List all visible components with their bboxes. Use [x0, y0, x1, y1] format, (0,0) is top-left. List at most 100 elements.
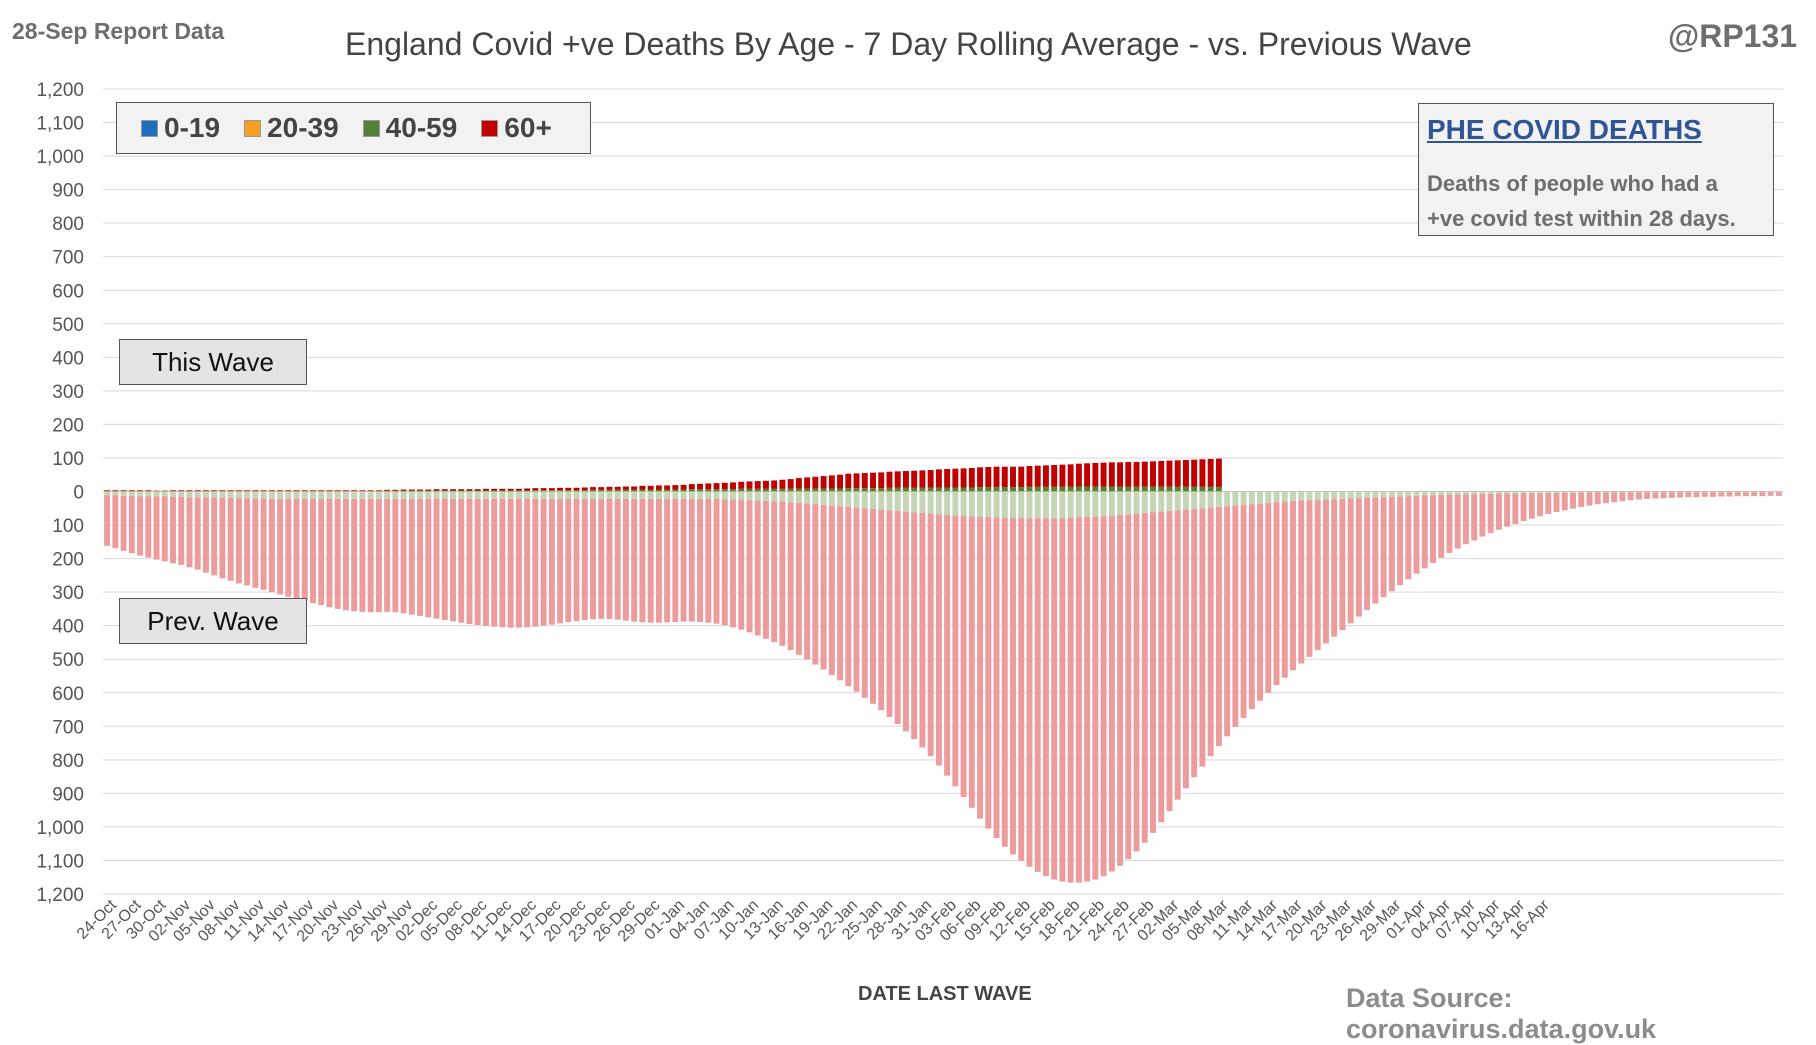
bar-prev-60-plus — [1611, 493, 1617, 503]
bar-prev-60-plus — [1076, 517, 1082, 882]
bar-prev-60-plus — [1109, 516, 1115, 872]
bar-prev-40-59 — [541, 492, 547, 499]
bar-prev-60-plus — [812, 504, 818, 664]
bar-prev-60-plus — [1010, 518, 1016, 854]
bar-40-59 — [1134, 487, 1140, 491]
bar-prev-40-59 — [401, 492, 407, 499]
bar-prev-40-59 — [969, 492, 975, 517]
bar-prev-60-plus — [162, 497, 168, 562]
bar-prev-60-plus — [1356, 498, 1362, 616]
bar-40-59 — [1208, 487, 1214, 491]
bar-prev-40-59 — [129, 492, 135, 496]
y-tick-label: 800 — [52, 214, 84, 235]
bar-prev-60-plus — [788, 502, 794, 650]
bar-prev-60-plus — [1595, 493, 1601, 505]
bar-prev-40-59 — [499, 492, 505, 499]
bar-60-plus — [994, 467, 1000, 487]
bar-prev-40-59 — [1455, 492, 1461, 495]
bar-prev-60-plus — [928, 514, 934, 757]
bar-40-59 — [895, 488, 901, 491]
bar-60-plus — [1150, 461, 1156, 486]
bar-40-59 — [738, 489, 744, 491]
bar-60-plus — [755, 481, 761, 489]
bar-prev-40-59 — [1167, 492, 1173, 511]
bar-60-plus — [1117, 462, 1123, 486]
y-tick-label: 0 — [73, 483, 84, 504]
bar-prev-40-59 — [532, 492, 538, 499]
bar-60-plus — [1134, 462, 1140, 487]
y-tick-label: 600 — [52, 684, 84, 705]
bar-prev-40-59 — [1150, 492, 1156, 513]
legend-item-0-19: 0-19 — [141, 112, 220, 144]
bar-prev-40-59 — [928, 492, 934, 514]
bar-prev-60-plus — [1117, 515, 1123, 866]
bar-prev-40-59 — [178, 492, 184, 497]
bar-prev-60-plus — [911, 512, 917, 739]
bar-prev-40-59 — [450, 492, 456, 499]
bar-prev-60-plus — [1694, 492, 1700, 497]
bar-prev-40-59 — [821, 492, 827, 505]
bar-60-plus — [862, 473, 868, 488]
bar-60-plus — [302, 490, 308, 491]
bar-40-59 — [1035, 487, 1041, 491]
bar-prev-40-59 — [1175, 492, 1181, 511]
bar-prev-60-plus — [178, 497, 184, 565]
bar-40-59 — [401, 490, 407, 491]
bar-prev-40-59 — [154, 492, 160, 497]
bar-prev-40-59 — [1208, 492, 1214, 508]
bar-prev-40-59 — [1389, 492, 1395, 497]
bar-40-59 — [425, 490, 431, 491]
bar-prev-40-59 — [1249, 492, 1255, 505]
bar-60-plus — [870, 473, 876, 488]
bar-prev-40-59 — [854, 492, 860, 508]
bar-40-59 — [1010, 487, 1016, 491]
bar-prev-40-59 — [631, 492, 637, 499]
bar-prev-60-plus — [631, 499, 637, 622]
bar-60-plus — [574, 488, 580, 490]
bar-prev-60-plus — [689, 499, 695, 622]
bar-prev-40-59 — [779, 492, 785, 502]
bar-prev-60-plus — [985, 517, 991, 829]
bar-prev-60-plus — [203, 498, 209, 573]
y-tick-label: 1,200 — [36, 80, 84, 101]
bar-prev-40-59 — [162, 492, 168, 497]
legend-label-0-19: 0-19 — [164, 112, 220, 144]
bar-60-plus — [928, 470, 934, 488]
bar-40-59 — [1199, 487, 1205, 491]
bar-40-59 — [565, 490, 571, 491]
bar-60-plus — [1142, 462, 1148, 487]
bar-60-plus — [697, 484, 703, 489]
bar-prev-40-59 — [203, 492, 209, 498]
bar-prev-40-59 — [862, 492, 868, 509]
bar-prev-40-59 — [1644, 492, 1650, 493]
bar-40-59 — [681, 489, 687, 491]
bar-60-plus — [763, 481, 769, 489]
bar-prev-40-59 — [104, 492, 110, 496]
bar-prev-40-59 — [1199, 492, 1205, 509]
bar-prev-60-plus — [475, 499, 481, 625]
bar-prev-60-plus — [994, 517, 1000, 838]
bar-60-plus — [598, 487, 604, 490]
bar-40-59 — [656, 489, 662, 491]
bar-60-plus — [285, 490, 291, 491]
bar-prev-60-plus — [434, 499, 440, 619]
bar-prev-60-plus — [1661, 492, 1667, 498]
bar-prev-40-59 — [985, 492, 991, 517]
bar-prev-40-59 — [1101, 492, 1107, 517]
bar-prev-60-plus — [1265, 503, 1271, 693]
bar-prev-40-59 — [1479, 492, 1485, 494]
bar-60-plus — [722, 483, 728, 489]
bar-prev-40-59 — [557, 492, 563, 499]
bar-40-59 — [1175, 487, 1181, 491]
bar-40-59 — [631, 490, 637, 491]
bar-prev-60-plus — [351, 499, 357, 611]
bar-prev-40-59 — [1257, 492, 1263, 504]
bar-prev-60-plus — [944, 515, 950, 776]
bar-40-59 — [985, 487, 991, 491]
bar-prev-40-59 — [994, 492, 1000, 518]
bar-prev-60-plus — [1274, 502, 1280, 685]
bar-prev-60-plus — [294, 499, 300, 599]
bar-prev-60-plus — [1051, 518, 1057, 879]
bar-prev-40-59 — [1092, 492, 1098, 517]
bar-prev-40-59 — [1578, 492, 1584, 493]
